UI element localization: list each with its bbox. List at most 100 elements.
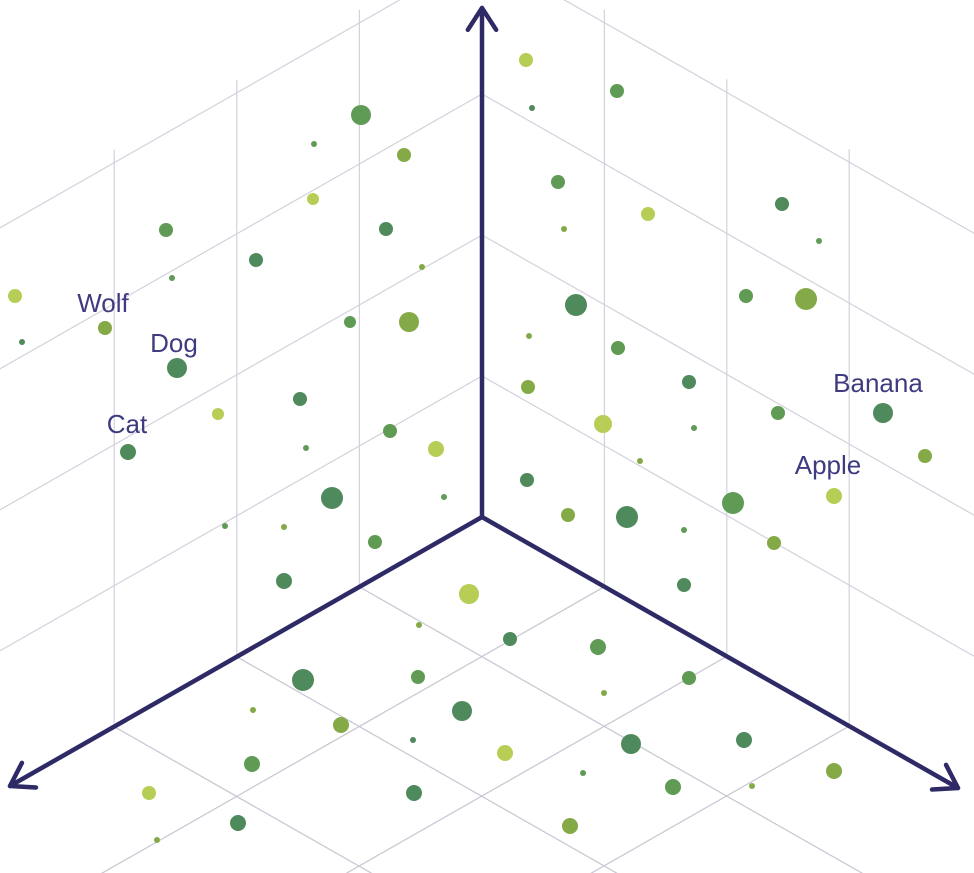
wall-gridline-right [481, 93, 974, 375]
point-label-wolf: Wolf [77, 288, 129, 318]
data-point [677, 578, 691, 592]
floor-gridline [590, 725, 850, 873]
data-point [368, 535, 382, 549]
wall-gridline-right [481, 234, 974, 516]
right-axis-arrowhead [943, 762, 961, 791]
data-point [321, 487, 343, 509]
wall-gridline-left [0, 0, 401, 229]
data-point [333, 717, 349, 733]
data-point [562, 818, 578, 834]
point-label-banana: Banana [833, 368, 923, 398]
data-point [767, 536, 781, 550]
y-axis-arrowhead [479, 5, 499, 33]
data-point [520, 473, 534, 487]
data-point [526, 333, 532, 339]
point-label-cat: Cat [107, 409, 148, 439]
data-point [19, 339, 25, 345]
data-point [383, 424, 397, 438]
data-point [637, 458, 643, 464]
data-point-dog [167, 358, 187, 378]
data-point [459, 584, 479, 604]
data-point [497, 745, 513, 761]
data-point-apple [826, 488, 842, 504]
data-point [281, 524, 287, 530]
point-labels: Wolf Dog Cat Banana Apple [77, 288, 923, 480]
wall-gridline-right [563, 0, 974, 234]
data-point [244, 756, 260, 772]
data-point [565, 294, 587, 316]
data-point [293, 392, 307, 406]
data-point [250, 707, 256, 713]
data-point [419, 264, 425, 270]
data-point [142, 786, 156, 800]
data-point [682, 671, 696, 685]
data-point-wolf [98, 321, 112, 335]
data-point [399, 312, 419, 332]
data-point [307, 193, 319, 205]
data-point [594, 415, 612, 433]
data-points [8, 53, 932, 843]
data-point [503, 632, 517, 646]
data-point [918, 449, 932, 463]
data-point [303, 445, 309, 451]
data-point [601, 690, 607, 696]
wall-gridline-left [0, 375, 483, 652]
data-point [529, 105, 535, 111]
left-axis-arrowhead [7, 783, 39, 790]
data-point [771, 406, 785, 420]
data-point [681, 527, 687, 533]
data-point [344, 316, 356, 328]
data-point [590, 639, 606, 655]
floor-gridline [345, 655, 728, 873]
data-point [519, 53, 533, 67]
wall-gridline-left [0, 93, 483, 370]
data-point [159, 223, 173, 237]
data-point [428, 441, 444, 457]
axes [7, 5, 961, 792]
data-point [641, 207, 655, 221]
y-axis-arrowhead [465, 5, 485, 33]
wall-gridline-left [0, 234, 483, 511]
floor-gridline [113, 726, 373, 873]
data-point [351, 105, 371, 125]
left-axis [8, 515, 484, 788]
data-point [691, 425, 697, 431]
data-point [561, 226, 567, 232]
data-point [795, 288, 817, 310]
data-point [406, 785, 422, 801]
data-point [416, 622, 422, 628]
point-label-dog: Dog [150, 328, 198, 358]
data-point [169, 275, 175, 281]
data-point [561, 508, 575, 522]
data-point [410, 737, 416, 743]
data-point [379, 222, 393, 236]
data-point [452, 701, 472, 721]
floor-gridline [101, 586, 605, 873]
data-point [8, 289, 22, 303]
data-point [749, 783, 755, 789]
data-point [292, 669, 314, 691]
data-point [665, 779, 681, 795]
point-label-apple: Apple [795, 450, 862, 480]
right-axis-arrowhead [929, 785, 961, 792]
data-point [722, 492, 744, 514]
data-point [212, 408, 224, 420]
data-point [222, 523, 228, 529]
data-point [610, 84, 624, 98]
data-point [276, 573, 292, 589]
data-point [611, 341, 625, 355]
data-point [441, 494, 447, 500]
data-point [230, 815, 246, 831]
data-point-banana [873, 403, 893, 423]
data-point [621, 734, 641, 754]
floor-gridline [359, 586, 864, 873]
data-point [411, 670, 425, 684]
data-point [736, 732, 752, 748]
data-point [311, 141, 317, 147]
data-point [154, 837, 160, 843]
data-point [816, 238, 822, 244]
data-point-cat [120, 444, 136, 460]
data-point [616, 506, 638, 528]
wall-gridline-right [481, 375, 974, 657]
